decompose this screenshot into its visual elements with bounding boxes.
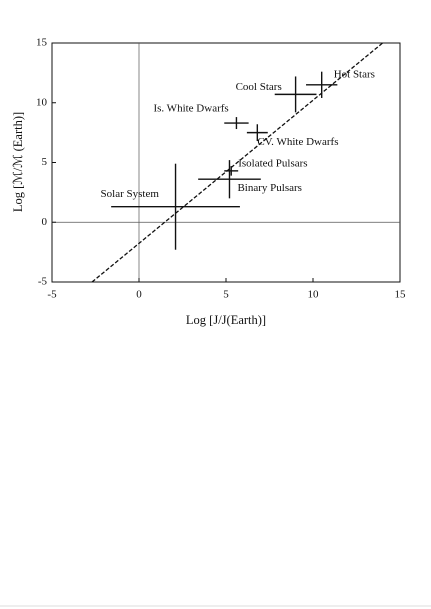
point-label: Isolated Pulsars: [238, 157, 307, 169]
point-label: Hot Stars: [334, 68, 375, 80]
y-axis-label: Log [ℳ/ℳ (Earth)]: [11, 112, 25, 212]
point-label: Binary Pulsars: [237, 182, 301, 194]
point-label: Is. White Dwarfs: [153, 103, 228, 115]
trend-line: [91, 42, 384, 283]
point-label: CV. White Dwarfs: [257, 136, 338, 148]
y-tick-label: 0: [42, 216, 48, 228]
x-tick-label: 15: [395, 289, 407, 301]
x-tick-label: 0: [136, 289, 142, 301]
x-axis-label: Log [J/J(Earth)]: [186, 313, 266, 327]
point-label: Solar System: [101, 188, 160, 200]
x-tick-label: -5: [47, 289, 57, 301]
y-tick-label: 10: [36, 96, 48, 108]
point-label: Cool Stars: [236, 81, 282, 93]
y-tick-label: 15: [36, 37, 48, 49]
y-tick-label: 5: [42, 156, 48, 168]
y-tick-label: -5: [38, 276, 48, 288]
x-tick-label: 10: [308, 289, 320, 301]
x-tick-label: 5: [223, 289, 229, 301]
